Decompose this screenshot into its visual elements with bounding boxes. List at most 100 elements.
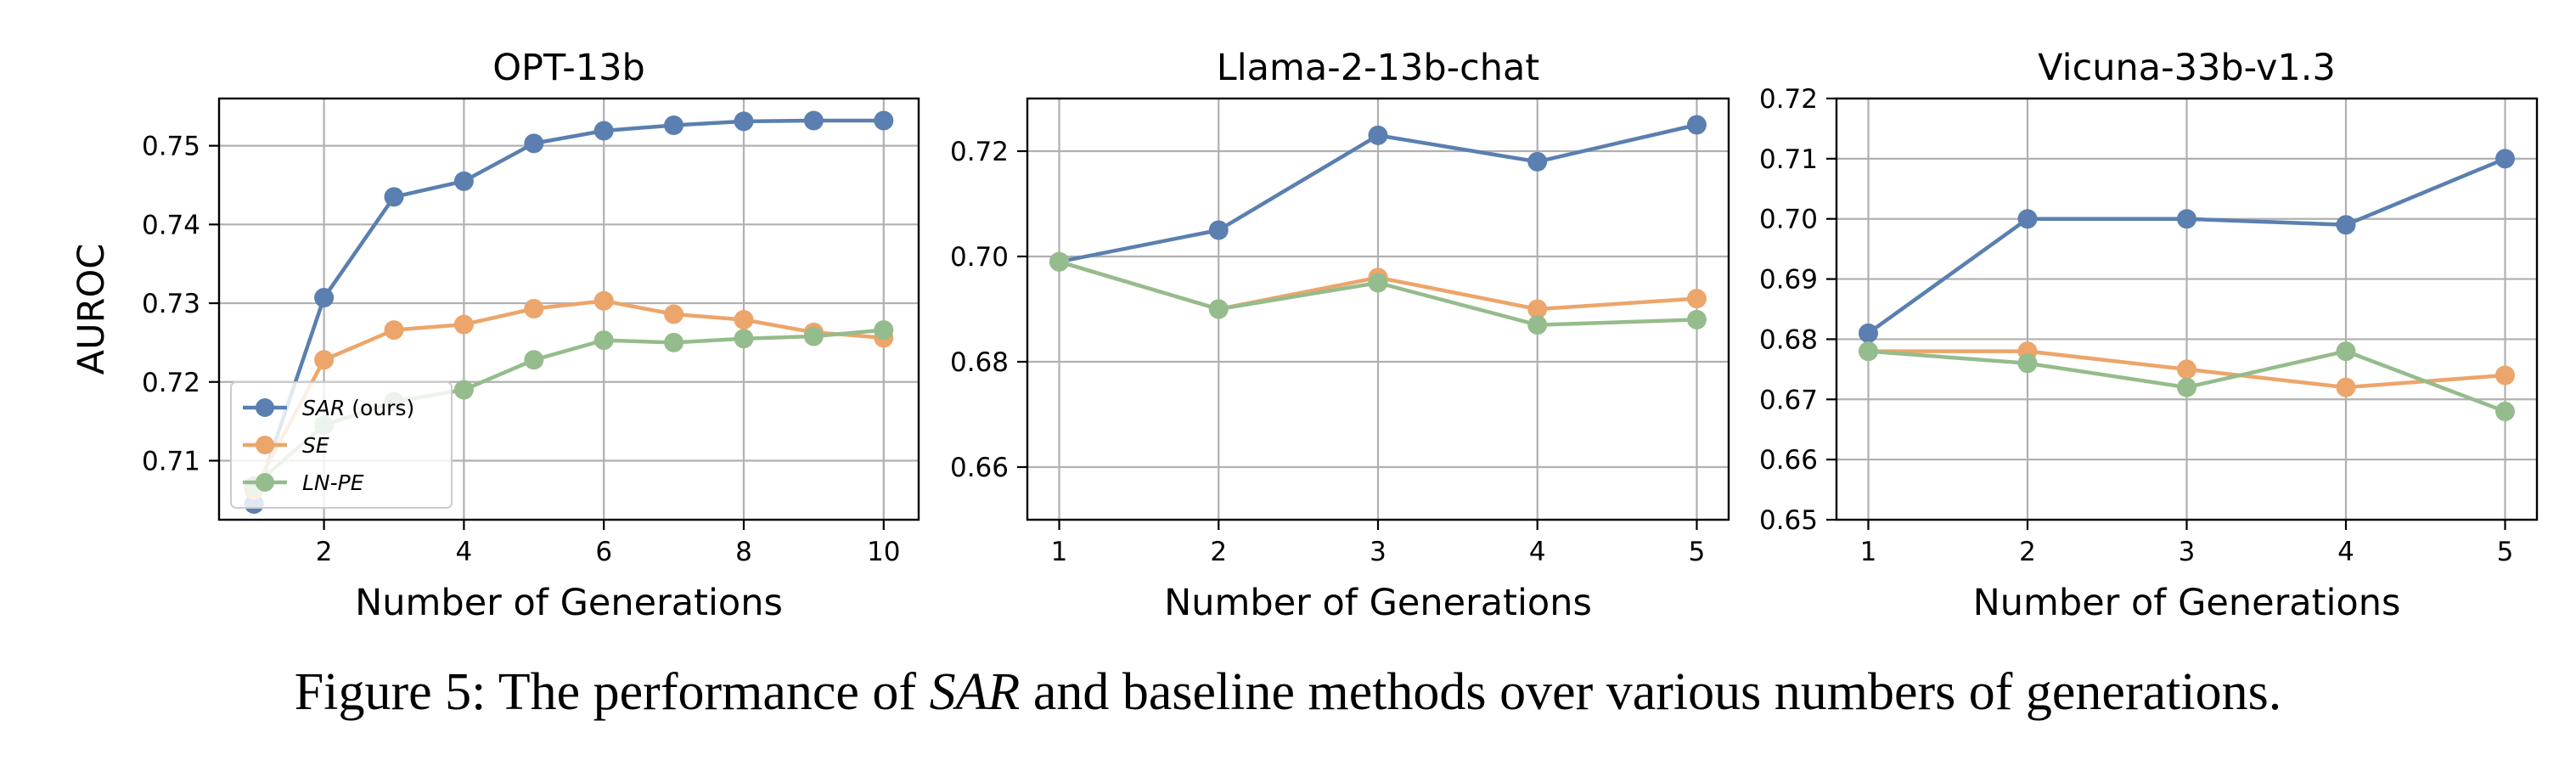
data-point-lnpe [803, 326, 824, 346]
legend-label-lnpe: LN-PE [302, 470, 364, 495]
y-tick-label: 0.71 [142, 446, 200, 476]
data-point-se [664, 304, 684, 324]
x-tick-label: 5 [1689, 537, 1706, 567]
y-tick-label: 0.66 [950, 453, 1009, 483]
data-point-lnpe [1859, 341, 1878, 362]
data-point-sar [1859, 323, 1878, 343]
legend-label-se: SE [302, 433, 329, 458]
data-point-sar [803, 110, 824, 131]
data-point-se [2495, 365, 2515, 386]
x-tick-label: 2 [316, 537, 333, 567]
data-point-sar [593, 121, 614, 141]
legend-swatch-marker-sar [256, 398, 274, 417]
data-point-lnpe [2177, 377, 2196, 397]
x-tick-label: 2 [1210, 537, 1227, 567]
data-point-lnpe [1368, 273, 1388, 293]
chart-panel-1: 2 4 6 8 10 0.71 0.72 0.73 0.74 0.75 OPT-13b Number … [70, 47, 920, 624]
y-tick-label: 0.74 [142, 210, 200, 240]
data-point-se [593, 290, 614, 311]
y-tick-label: 0.72 [1759, 84, 1818, 115]
data-point-sar [874, 110, 894, 131]
data-point-sar [664, 115, 684, 136]
plot-frame [217, 97, 920, 521]
x-tick-label: 4 [456, 537, 473, 567]
data-point-sar [2495, 149, 2515, 169]
chart-title: OPT-13b [492, 47, 645, 89]
data-point-lnpe [1686, 309, 1707, 329]
series-line-sar [252, 118, 884, 505]
data-point-lnpe [593, 330, 614, 351]
data-point-lnpe [1049, 251, 1070, 272]
caption-prefix: Figure 5: The performance of [294, 663, 930, 721]
y-tick-label: 0.66 [1759, 445, 1818, 476]
chart-panel-3: 1 2 3 4 5 0.65 0.66 0.67 0.68 0.69 0.70 0.71 0.72 Vic… [1759, 47, 2539, 624]
data-point-se [1686, 289, 1707, 309]
chart-panel-2: 1 2 3 4 5 0.66 0.68 0.70 0.72 Llama-2-13b-chat Num… [950, 47, 1730, 624]
legend-swatch-marker-se [256, 436, 274, 454]
x-axis-label: Number of Generations [1973, 582, 2401, 624]
data-point-lnpe [524, 350, 544, 370]
caption-suffix: and baseline methods over various number… [1020, 663, 2282, 721]
series-line-se [252, 299, 884, 491]
legend: SAR (ours) SE LN-PE [230, 381, 453, 509]
data-point-sar [2177, 209, 2196, 229]
y-tick-label: 0.65 [1759, 505, 1818, 536]
legend-label-name: SE [302, 433, 329, 458]
figure-caption: Figure 5: The performance of SAR and bas… [0, 662, 2576, 723]
data-point-sar [734, 111, 754, 132]
y-tick-label: 0.72 [142, 368, 200, 398]
data-point-se [453, 314, 474, 335]
data-point-lnpe [1527, 315, 1548, 335]
y-tick-label: 0.68 [950, 347, 1009, 378]
legend-label-name: SAR [302, 396, 345, 420]
x-tick-label: 4 [1529, 537, 1546, 567]
legend-label-name: LN-PE [302, 470, 364, 495]
y-tick-label: 0.69 [1759, 265, 1818, 296]
data-point-se [314, 350, 335, 370]
data-point-lnpe [453, 380, 474, 400]
x-tick-label: 10 [867, 537, 900, 567]
y-tick-label: 0.75 [142, 132, 200, 162]
data-point-lnpe [664, 332, 684, 352]
data-point-lnpe [734, 329, 754, 349]
y-tick-label: 0.67 [1759, 385, 1818, 415]
x-tick-label: 4 [2337, 537, 2354, 567]
data-point-sar [2336, 215, 2356, 235]
data-point-se [2336, 377, 2356, 397]
x-tick-label: 8 [735, 537, 752, 567]
data-point-sar [314, 288, 335, 308]
x-axis-label: Number of Generations [355, 582, 783, 624]
data-point-lnpe [2017, 353, 2038, 374]
data-point-lnpe [2336, 341, 2356, 362]
chart-title: Vicuna-33b-v1.3 [2038, 47, 2336, 89]
data-point-sar [1527, 151, 1548, 172]
x-tick-label: 3 [1370, 537, 1386, 567]
data-point-sar [1368, 125, 1388, 145]
y-axis-label: AUROC [70, 244, 113, 375]
caption-method-name: SAR [929, 663, 1021, 721]
x-tick-label: 2 [2019, 537, 2036, 567]
y-tick-label: 0.70 [1759, 205, 1818, 235]
y-tick-label: 0.72 [950, 137, 1009, 167]
y-tick-label: 0.71 [1759, 144, 1818, 175]
data-point-lnpe [2495, 401, 2515, 421]
y-tick-label: 0.73 [142, 289, 200, 319]
chart-title: Llama-2-13b-chat [1217, 47, 1540, 89]
data-point-lnpe [874, 320, 894, 341]
legend-label-sar: SAR (ours) [302, 396, 414, 420]
x-tick-label: 6 [595, 537, 612, 567]
data-point-sar [1686, 115, 1707, 135]
data-point-sar [453, 171, 474, 191]
data-point-sar [2017, 209, 2038, 229]
data-point-sar [1208, 220, 1229, 240]
x-tick-label: 1 [1860, 537, 1877, 567]
x-tick-label: 1 [1051, 537, 1068, 567]
data-point-se [524, 299, 544, 319]
figure-charts: 2 4 6 8 10 0.71 0.72 0.73 0.74 0.75 OPT-13b Number … [70, 47, 2539, 624]
data-point-lnpe [1208, 299, 1229, 319]
y-tick-label: 0.68 [1759, 324, 1818, 355]
data-point-se [1527, 299, 1548, 319]
x-tick-label: 5 [2497, 537, 2514, 567]
data-point-sar [524, 133, 544, 154]
data-point-se [2177, 359, 2196, 380]
